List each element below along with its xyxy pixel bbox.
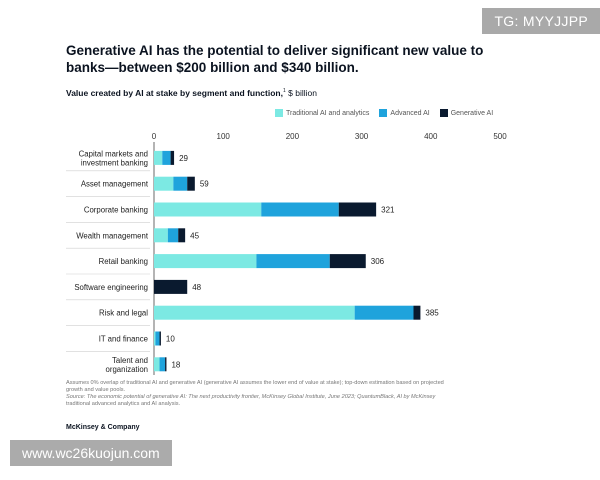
legend-label-traditional: Traditional AI and analytics [286,109,370,117]
footnote-marker: 1 [282,88,286,95]
stacked-bar-chart: 0 100 200 300 400 500 Capital markets andinves… [66,132,507,375]
legend-swatch-generative [439,109,448,117]
bar-segment-generative [178,228,186,243]
x-tick-label: 400 [424,132,438,141]
bar-segment-advanced [162,150,171,165]
bar-segment-traditional [154,254,257,269]
category-label: organization [106,365,148,374]
x-tick-label: 100 [217,132,231,141]
bar-segment-traditional [154,202,262,217]
bar-segment-advanced [354,305,414,320]
bar-total-label: 321 [381,206,395,215]
legend-item-traditional: Traditional AI and analytics [275,109,369,117]
footnote-line-2: growth and value pools. [66,387,126,393]
category-label: investment banking [81,158,148,167]
legend-item-generative: Generative AI [439,109,494,117]
bar-total-label: 29 [179,154,188,163]
category-label: Corporate banking [84,206,148,215]
bar-total-label: 10 [166,335,175,344]
bar-segment-advanced [159,357,166,372]
bar-segment-advanced [155,331,160,346]
bar-segment-generative [170,150,175,165]
bar-segment-generative [413,305,421,320]
bar-segment-traditional [154,305,355,320]
bar-segment-traditional [154,176,174,191]
bar-segment-generative [329,254,366,269]
category-label: Asset management [81,180,149,189]
bar-segment-advanced [261,202,339,217]
chart-title: Generative AI has the potential to deliv… [66,43,484,75]
bar-total-label: 306 [371,257,385,266]
category-label: Risk and legal [99,309,148,318]
subtitle-main: Value created by AI at stake by segment … [66,88,283,98]
footnote-line-3: Source: The economic potential of genera… [66,394,436,400]
category-label: Software engineering [74,283,148,292]
bar-segment-generative [154,279,188,294]
footnote-line-1: Assumes 0% overlap of traditional AI and… [66,380,444,386]
category-label: Retail banking [99,257,148,266]
brand-logo: McKinsey & Company [66,424,140,431]
subtitle-unit: $ billion [288,88,317,98]
bar-total-label: 385 [425,309,439,318]
category-label: Capital markets and [79,149,148,158]
bar-segment-advanced [173,176,188,191]
bar-total-label: 45 [190,231,199,240]
bar-segment-advanced [167,228,179,243]
footnote: Assumes 0% overlap of traditional AI and… [66,380,516,408]
x-tick-label: 500 [493,132,507,141]
category-label: Wealth management [76,231,149,240]
legend-label-generative: Generative AI [450,109,494,117]
bar-total-label: 48 [192,283,201,292]
chart-subtitle: Value created by AI at stake by segment … [66,88,486,98]
footnote-line-4: traditional advanced analytics and AI an… [66,401,181,407]
legend-swatch-advanced [379,109,388,117]
bar-total-label: 59 [200,180,209,189]
watermark-bottom: www.wc26kuojun.com [10,440,172,466]
category-label: Talent and [112,356,148,365]
bar-segment-generative [338,202,377,217]
category-label: IT and finance [99,335,148,344]
legend-swatch-traditional [275,109,283,117]
bar-segment-traditional [154,357,160,372]
x-tick-label: 0 [152,132,157,141]
bar-segment-generative [159,331,161,346]
bar-segment-generative [187,176,195,191]
bar-segment-generative [165,357,167,372]
bar-segment-advanced [256,254,330,269]
chart-legend: Traditional AI and analytics Advanced AI… [275,109,493,117]
bar-total-label: 18 [171,360,180,369]
watermark-top: TG: MYYJJPP [482,8,600,34]
bar-segment-traditional [154,331,156,346]
x-tick-label: 200 [286,132,300,141]
x-tick-label: 300 [355,132,369,141]
bar-segment-traditional [154,150,163,165]
legend-label-advanced: Advanced AI [390,109,430,117]
bar-segment-traditional [154,228,168,243]
legend-item-advanced: Advanced AI [379,109,430,117]
